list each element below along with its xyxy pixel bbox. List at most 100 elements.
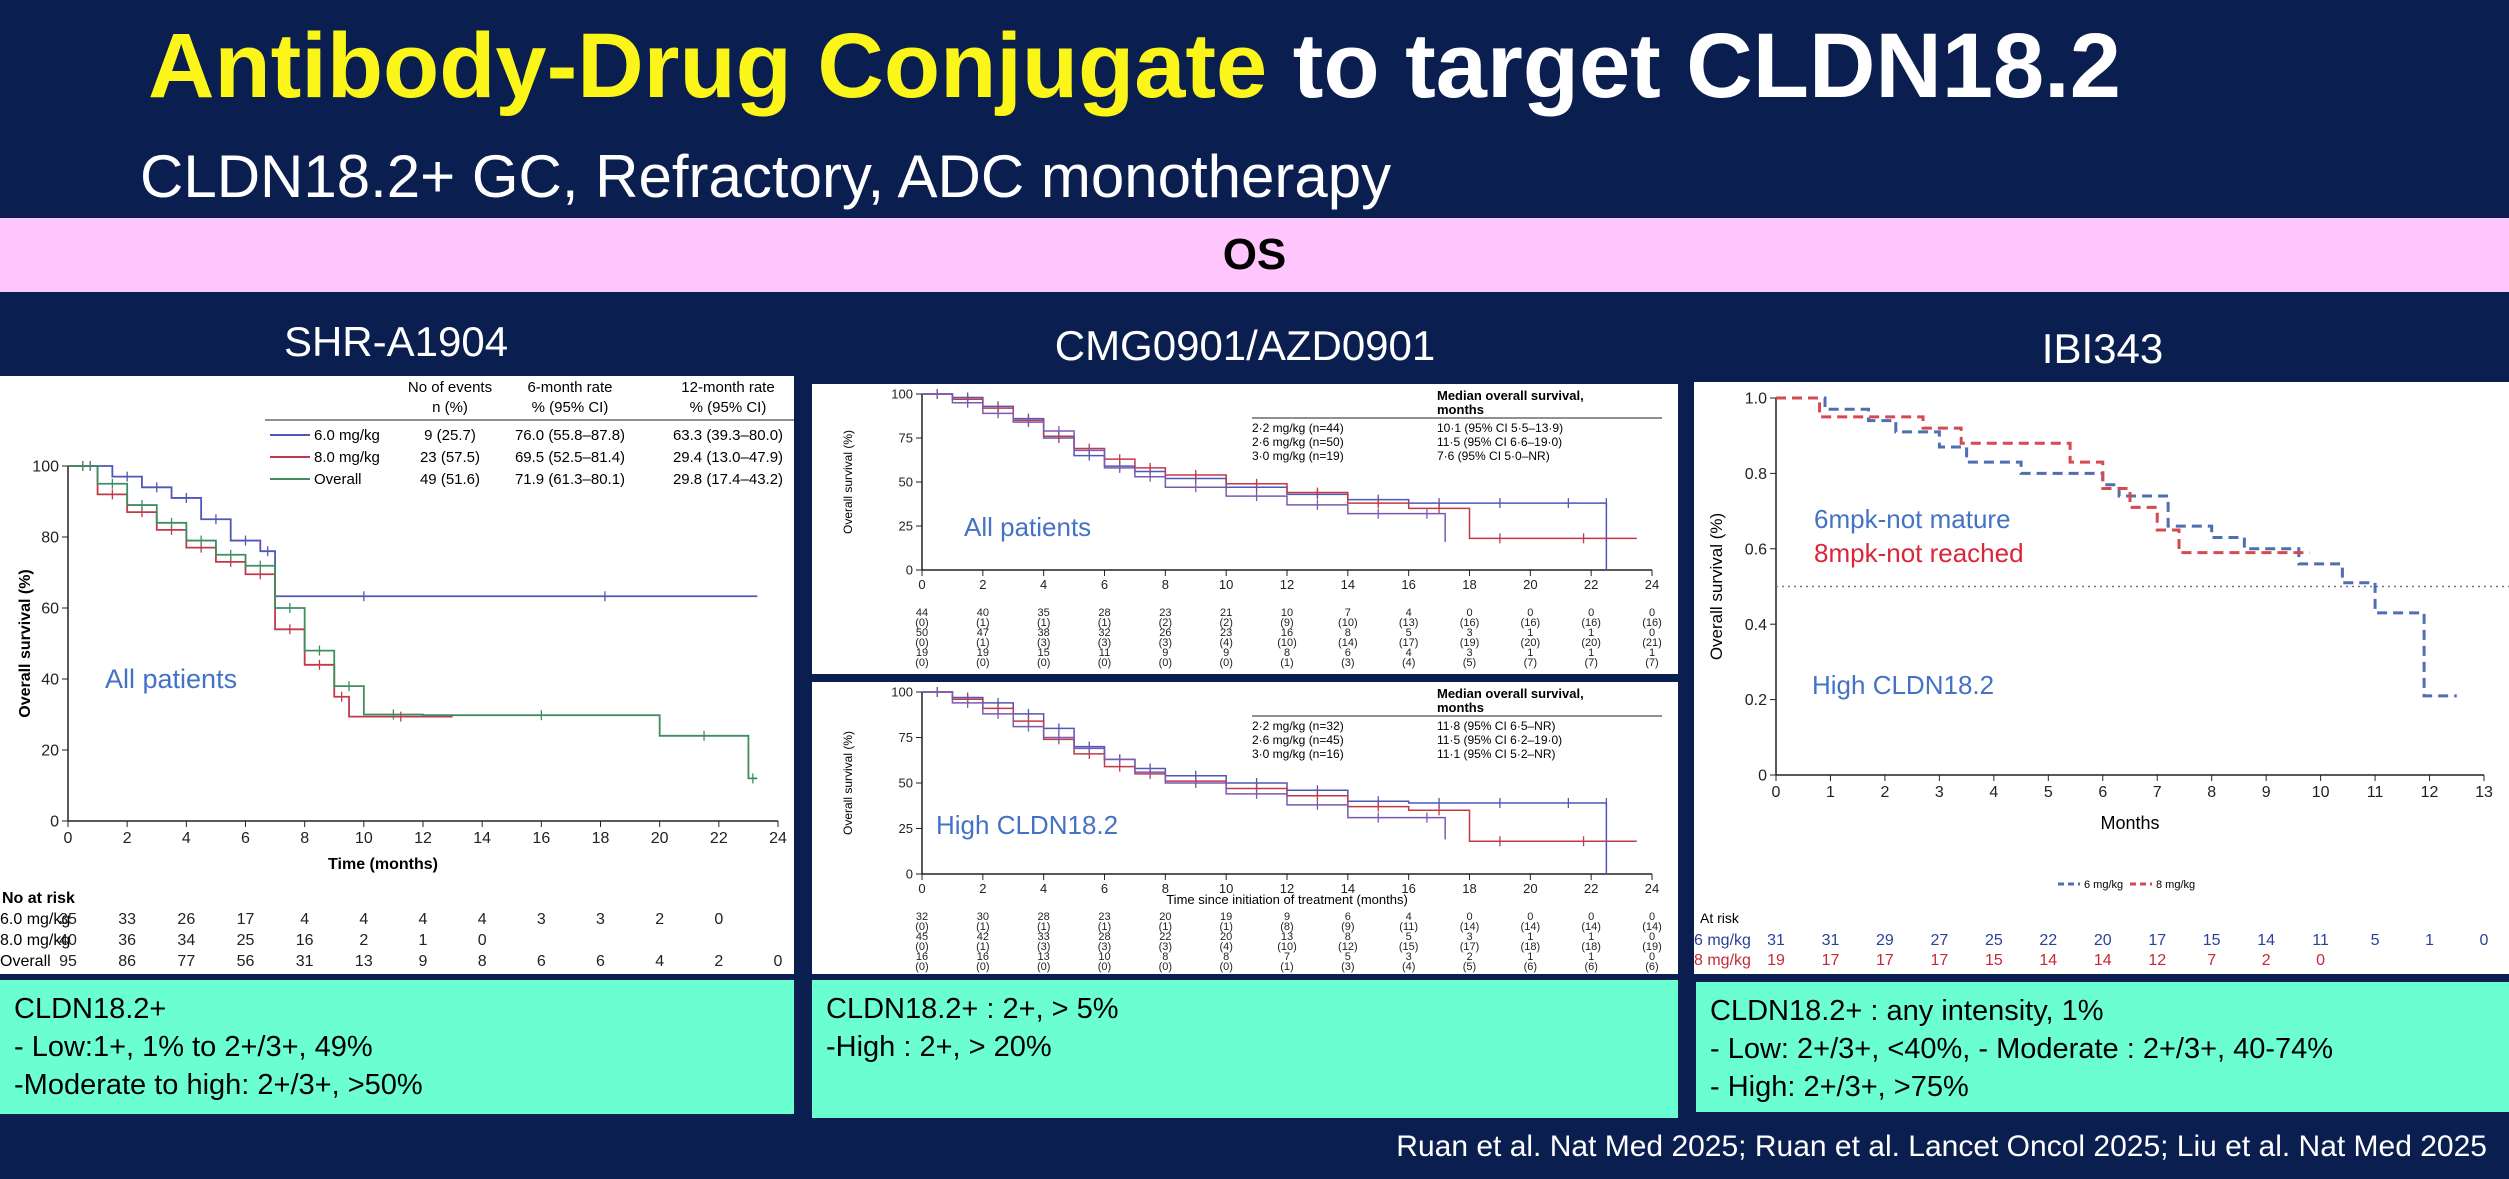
at-risk-value: (7) (1645, 657, 1658, 669)
at-risk-value: (12) (1338, 941, 1358, 953)
at-risk-row-label: Overall (0, 953, 51, 970)
at-risk-value: 12 (2148, 952, 2166, 969)
at-risk-value: 7 (1345, 607, 1351, 619)
y-tick-label: 20 (41, 743, 59, 760)
at-risk-value: (4) (1402, 657, 1415, 669)
at-risk-value: (1) (976, 941, 989, 953)
at-risk-value: 31 (1822, 932, 1840, 949)
km-curve (68, 465, 758, 780)
at-risk-value: (18) (1521, 941, 1541, 953)
at-risk-value: (14) (1581, 921, 1601, 933)
at-risk-value: 23 (1220, 627, 1232, 639)
at-risk-value: 33 (1038, 931, 1050, 943)
at-risk-value: 19 (1767, 952, 1785, 969)
at-risk-value: 3 (1466, 627, 1472, 639)
chart-annotation: High CLDN18.2 (1812, 670, 1994, 700)
legend-rate6: 69.5 (52.5–81.4) (515, 449, 625, 466)
x-tick-label: 8 (2207, 784, 2216, 801)
y-tick-label: 0 (906, 563, 913, 578)
at-risk-value: 1 (1588, 931, 1594, 943)
at-risk-value: 42 (977, 931, 989, 943)
at-risk-value: 9 (1162, 647, 1168, 659)
at-risk-value: (0) (976, 961, 989, 973)
at-risk-value: 17 (237, 911, 255, 928)
x-tick-label: 6 (241, 830, 250, 847)
at-risk-value: 11 (1099, 647, 1110, 659)
x-tick-label: 4 (1040, 577, 1047, 592)
y-tick-label: 40 (41, 672, 59, 689)
at-risk-value: 1 (1649, 647, 1655, 659)
at-risk-value: (20) (1521, 637, 1541, 649)
at-risk-value: 1 (2425, 932, 2434, 949)
at-risk-value: (0) (976, 657, 989, 669)
legend-rate6: 71.9 (61.3–80.1) (515, 471, 625, 488)
criteria-line: CLDN18.2+ (14, 993, 167, 1025)
ibi-criteria-box: CLDN18.2+ : any intensity, 1% - Low: 2+/… (1696, 982, 2509, 1112)
at-risk-value: (9) (1341, 921, 1354, 933)
at-risk-value: 4 (655, 953, 664, 970)
at-risk-value: 33 (118, 911, 136, 928)
at-risk-value: 5 (1345, 951, 1351, 963)
at-risk-value: (3) (1037, 637, 1050, 649)
x-tick-label: 6 (1101, 881, 1108, 896)
title-highlight: Antibody-Drug Conjugate (148, 15, 1268, 117)
x-tick-label: 5 (2044, 784, 2053, 801)
x-tick-label: 16 (1401, 881, 1415, 896)
y-tick-label: 60 (41, 601, 59, 618)
at-risk-value: 7 (1284, 951, 1290, 963)
at-risk-value: (13) (1399, 617, 1419, 629)
legend-events: 49 (51.6) (420, 471, 480, 488)
at-risk-value: 0 (1466, 607, 1472, 619)
at-risk-value: 17 (1876, 952, 1894, 969)
at-risk-value: 0 (1649, 951, 1655, 963)
at-risk-value: (0) (1219, 961, 1232, 973)
x-tick-label: 18 (1462, 577, 1476, 592)
x-tick-label: 4 (1989, 784, 1998, 801)
at-risk-value: (14) (1521, 921, 1541, 933)
x-tick-label: 13 (2475, 784, 2493, 801)
x-tick-label: 12 (1280, 881, 1294, 896)
at-risk-value: 31 (296, 953, 314, 970)
x-tick-label: 20 (1523, 881, 1537, 896)
at-risk-value: 1 (1588, 627, 1594, 639)
legend-title: months (1437, 402, 1484, 417)
at-risk-value: 8 (1223, 951, 1229, 963)
at-risk-value: (0) (1159, 961, 1172, 973)
at-risk-value: (0) (915, 637, 928, 649)
x-tick-label: 2 (979, 881, 986, 896)
panel-title-cmg: CMG0901/AZD0901 (1054, 322, 1436, 369)
at-risk-value: 9 (1223, 647, 1229, 659)
y-tick-label: 100 (32, 459, 59, 476)
at-risk-value: (10) (1277, 941, 1297, 953)
at-risk-value: 32 (916, 911, 928, 923)
at-risk-value: 13 (1281, 931, 1293, 943)
at-risk-value: 19 (977, 647, 989, 659)
at-risk-value: 0 (1588, 911, 1594, 923)
at-risk-value: 22 (2039, 932, 2057, 949)
at-risk-value: 6 (1345, 647, 1351, 659)
x-tick-label: 18 (1462, 881, 1476, 896)
at-risk-value: 2 (1466, 951, 1472, 963)
at-risk-value: (10) (1338, 617, 1358, 629)
cmg-high-km-plot: 0 2 4 6 8 10 12 14 16 18 20 22 24 0 25 50 75 100 Overall s… (812, 682, 1678, 974)
chart-annotation: 6mpk-not mature (1814, 504, 2011, 534)
at-risk-value: 36 (118, 932, 136, 949)
y-tick-label: 0.4 (1745, 617, 1767, 634)
at-risk-value: 4 (419, 911, 428, 928)
at-risk-value: 16 (1281, 627, 1293, 639)
y-tick-label: 50 (899, 475, 913, 490)
x-tick-label: 12 (414, 830, 432, 847)
at-risk-value: 16 (977, 951, 989, 963)
at-risk-value: 14 (2094, 952, 2112, 969)
y-tick-label: 50 (899, 776, 913, 791)
at-risk-value: 25 (237, 932, 255, 949)
at-risk-value: (6) (1645, 961, 1658, 973)
at-risk-value: 2 (714, 953, 723, 970)
citation: Ruan et al. Nat Med 2025; Ruan et al. La… (1396, 1130, 2487, 1163)
x-tick-label: 24 (769, 830, 787, 847)
at-risk-value: 3 (1466, 647, 1472, 659)
at-risk-value: 10 (1281, 607, 1293, 619)
panel-title-shr: SHR-A1904 (283, 318, 509, 365)
at-risk-value: 0 (1649, 607, 1655, 619)
at-risk-value: 13 (355, 953, 373, 970)
